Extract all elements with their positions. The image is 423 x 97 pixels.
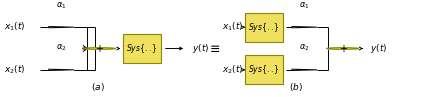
Text: $\alpha_2$: $\alpha_2$ [56, 43, 67, 53]
Polygon shape [49, 69, 74, 71]
Ellipse shape [83, 48, 115, 49]
Polygon shape [49, 26, 74, 28]
Ellipse shape [327, 48, 359, 49]
Text: $(b)$: $(b)$ [289, 81, 303, 93]
Text: +: + [339, 43, 346, 54]
Text: $Sys\{..\}$: $Sys\{..\}$ [248, 21, 280, 34]
FancyBboxPatch shape [123, 34, 161, 63]
Polygon shape [292, 26, 317, 28]
Text: $x_2(t)$: $x_2(t)$ [222, 64, 244, 76]
Text: $x_2(t)$: $x_2(t)$ [4, 64, 26, 76]
Text: $\alpha_1$: $\alpha_1$ [299, 0, 310, 11]
Text: +: + [96, 43, 103, 54]
FancyBboxPatch shape [245, 55, 283, 84]
Text: $\alpha_2$: $\alpha_2$ [299, 43, 310, 53]
Text: $x_1(t)$: $x_1(t)$ [4, 21, 26, 33]
Text: $x_1(t)$: $x_1(t)$ [222, 21, 244, 33]
Polygon shape [292, 69, 317, 71]
Text: $Sys\{..\}$: $Sys\{..\}$ [126, 42, 158, 55]
Text: $y(t)$: $y(t)$ [192, 42, 210, 55]
FancyBboxPatch shape [245, 13, 283, 42]
Text: $\equiv$: $\equiv$ [207, 42, 220, 55]
Text: $(a)$: $(a)$ [91, 81, 105, 93]
Text: $y(t)$: $y(t)$ [370, 42, 387, 55]
Text: $Sys\{..\}$: $Sys\{..\}$ [248, 63, 280, 76]
Text: $\alpha_1$: $\alpha_1$ [56, 0, 67, 11]
